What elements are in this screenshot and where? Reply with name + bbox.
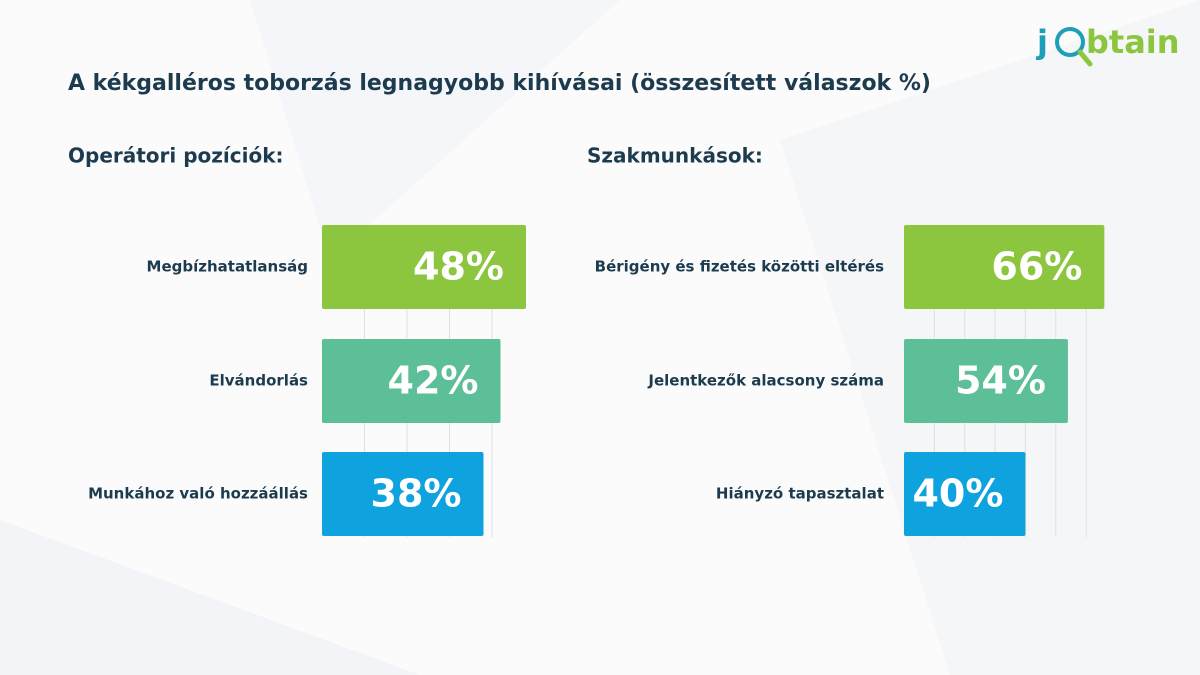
- value-label: 42%: [388, 359, 479, 403]
- value-label: 66%: [991, 245, 1082, 289]
- value-label: 40%: [912, 472, 1003, 516]
- category-label: Megbízhatatlanság: [147, 258, 308, 276]
- page-title: A kékgalléros toborzás legnagyobb kihívá…: [68, 71, 931, 96]
- category-label: Jelentkezők alacsony száma: [647, 372, 884, 390]
- bg-shape: [780, 0, 1200, 675]
- value-label: 54%: [955, 359, 1046, 403]
- category-label: Bérigény és fizetés közötti eltérés: [595, 258, 884, 276]
- bar: [322, 339, 501, 423]
- logo-text: j: [1035, 23, 1048, 61]
- category-label: Elvándorlás: [209, 372, 308, 390]
- category-label: Hiányzó tapasztalat: [716, 485, 884, 503]
- category-label: Munkához való hozzáállás: [88, 485, 308, 503]
- bar: [322, 225, 526, 309]
- logo: j btain: [1035, 23, 1180, 67]
- value-label: 38%: [371, 472, 462, 516]
- logo-text: btain: [1086, 23, 1180, 61]
- panel-title: Operátori pozíciók:: [68, 144, 284, 168]
- bar: [904, 339, 1068, 423]
- logo-icon: [1055, 27, 1085, 57]
- logo-icon: [1077, 49, 1093, 67]
- bg-shape: [0, 520, 420, 675]
- bar: [322, 452, 484, 536]
- panel-title: Szakmunkások:: [587, 144, 763, 168]
- bg-shape: [250, 0, 620, 260]
- bar: [904, 225, 1105, 309]
- value-label: 48%: [413, 245, 504, 289]
- bar: [904, 452, 1026, 536]
